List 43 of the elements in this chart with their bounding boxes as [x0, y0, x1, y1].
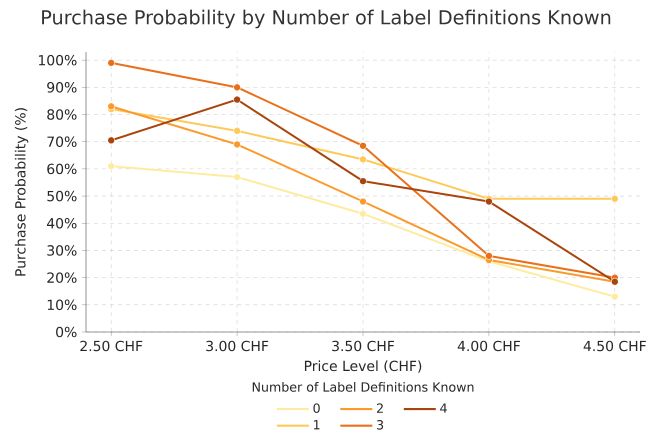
x-tick-label: 3.50 CHF — [332, 340, 394, 352]
point — [233, 173, 241, 181]
chart-title: Purchase Probability by Number of Label Definitions Known — [42, 10, 610, 28]
y-tick-label: 40% — [46, 218, 77, 229]
point — [107, 136, 115, 144]
point — [107, 162, 115, 170]
legend-title: Number of Label Definitions Known — [252, 382, 474, 392]
y-tick-label: 10% — [48, 300, 77, 310]
legend-label: 1 — [314, 420, 320, 430]
y-tick-label: 60% — [47, 164, 77, 174]
legend-label: 3 — [377, 420, 384, 430]
point — [359, 210, 367, 218]
legend-label: 4 — [440, 403, 447, 413]
y-tick-label: 20% — [47, 272, 77, 283]
point — [359, 142, 367, 150]
y-tick-label: 30% — [47, 245, 77, 256]
point — [107, 59, 115, 67]
point — [611, 195, 619, 203]
x-tick-label: 3.00 CHF — [206, 340, 268, 352]
x-tick-label: 2.50 CHF — [80, 340, 142, 352]
x-axis-title: Price Level (CHF) — [304, 360, 422, 373]
y-axis-title: Purchase Probability (%) — [14, 108, 28, 276]
point — [485, 198, 493, 206]
y-tick-label: 90% — [47, 82, 77, 93]
point — [233, 127, 241, 135]
point — [611, 292, 619, 300]
point — [485, 252, 493, 260]
point — [233, 96, 241, 104]
y-tick-label: 100% — [38, 54, 77, 66]
y-tick-label: 50% — [47, 190, 77, 202]
x-tick-label: 4.00 CHF — [458, 340, 520, 352]
x-tick-label: 4.50 CHF — [584, 340, 646, 352]
point — [233, 140, 241, 148]
point — [107, 102, 115, 110]
point — [359, 156, 367, 164]
legend-label: 2 — [376, 403, 383, 413]
point — [359, 198, 367, 206]
y-tick-label: 70% — [47, 136, 77, 147]
legend-label: 0 — [313, 403, 320, 413]
y-tick-label: 0% — [56, 326, 77, 338]
y-tick-label: 80% — [47, 109, 77, 120]
point — [233, 84, 241, 92]
point — [359, 177, 367, 185]
